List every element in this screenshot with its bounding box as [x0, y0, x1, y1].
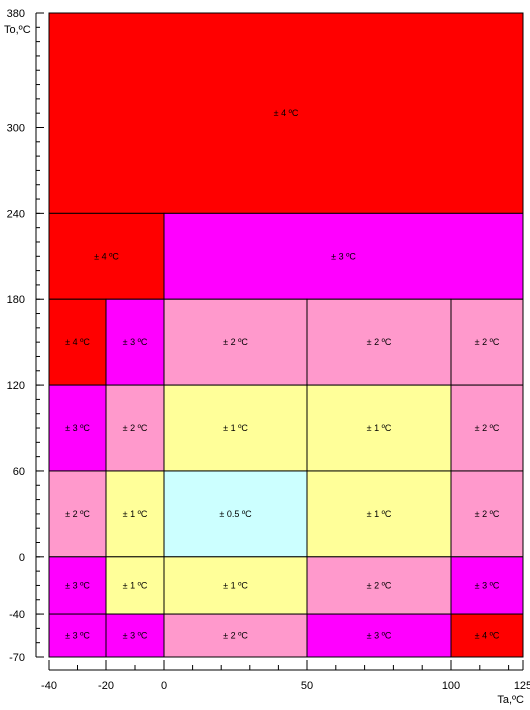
- cell-label: ± 2 ºC: [475, 337, 500, 347]
- cell-label: ± 3 ºC: [65, 631, 90, 641]
- y-tick-label: 0: [19, 552, 25, 564]
- heatmap-cell: [450, 298, 524, 386]
- x-axis-label: Ta,ºC: [497, 694, 524, 706]
- cell-label: ± 2 ºC: [223, 631, 248, 641]
- cell-label: ± 3 ºC: [65, 580, 90, 590]
- heatmap-cell: [163, 556, 308, 615]
- y-tick-label: 60: [13, 466, 25, 478]
- x-tick-label: 50: [301, 680, 313, 692]
- heatmap-cell: [306, 556, 452, 615]
- cell-label: ± 2 ºC: [367, 580, 392, 590]
- heatmap-cell: [48, 212, 165, 300]
- y-tick-label: 120: [7, 380, 25, 392]
- cell-label: ± 2 ºC: [367, 337, 392, 347]
- cell-label: ± 2 ºC: [65, 509, 90, 519]
- cell-label: ± 3 ºC: [65, 423, 90, 433]
- heatmap-cell: [105, 384, 165, 472]
- cells-layer: ± 4 ºC ± 4 ºC ± 3 ºC ± 4 ºC ± 3 ºC ± 2 ºC ± 2 …: [48, 12, 524, 658]
- plot-border: [48, 12, 524, 658]
- x-axis: -40 -20 0 50 100 125: [41, 660, 530, 692]
- cell-label: ± 3 ºC: [123, 337, 148, 347]
- heatmap-cell: [105, 556, 165, 615]
- x-tick-label: -40: [41, 680, 57, 692]
- y-tick-label: 180: [7, 294, 25, 306]
- y-tick-label: -70: [9, 652, 25, 664]
- y-tick-label: -40: [9, 609, 25, 621]
- y-axis: -70 -40 0 60 120 180 240 300 380: [7, 8, 44, 664]
- cell-label: ± 4 ºC: [65, 337, 90, 347]
- cell-label: ± 3 ºC: [331, 251, 356, 261]
- x-tick-label: 0: [161, 680, 167, 692]
- y-tick-label: 300: [7, 122, 25, 134]
- cell-label: ± 3 ºC: [367, 631, 392, 641]
- cell-label: ± 4 ºC: [94, 251, 119, 261]
- cell-label: ± 3 ºC: [475, 580, 500, 590]
- cell-label: ± 1 ºC: [367, 509, 392, 519]
- cell-label: ± 3 ºC: [123, 631, 148, 641]
- heatmap-cell: [450, 384, 524, 472]
- cell-label: ± 1 ºC: [223, 580, 248, 590]
- heatmap-cell: [163, 470, 308, 558]
- cell-label: ± 4 ºC: [475, 631, 500, 641]
- heatmap-cell: [306, 470, 452, 558]
- cell-label: ± 2 ºC: [123, 423, 148, 433]
- heatmap-cell: [163, 298, 308, 386]
- x-tick-label: 125: [514, 680, 530, 692]
- cell-label: ± 1 ºC: [123, 580, 148, 590]
- heatmap-cell: [48, 470, 107, 558]
- heatmap-cell: [450, 613, 524, 658]
- y-axis-label: To,ºC: [4, 24, 31, 36]
- heatmap-cell: [450, 470, 524, 558]
- plot-frame: [48, 12, 524, 658]
- y-tick-label: 240: [7, 208, 25, 220]
- cell-label: ± 2 ºC: [475, 423, 500, 433]
- cell-label: ± 1 ºC: [223, 423, 248, 433]
- cell-label: ± 1 ºC: [123, 509, 148, 519]
- heatmap-cell: [48, 12, 524, 214]
- cell-label: ± 4 ºC: [274, 108, 299, 118]
- heatmap-cell: [450, 556, 524, 615]
- heatmap-cell: [48, 556, 107, 615]
- x-tick-label: 100: [442, 680, 460, 692]
- y-tick-label: 380: [7, 8, 25, 20]
- heatmap-cell: [306, 613, 452, 658]
- cell-label: ± 2 ºC: [223, 337, 248, 347]
- cell-label: ± 1 ºC: [367, 423, 392, 433]
- heatmap-cell: [306, 384, 452, 472]
- cell-label: ± 0.5 ºC: [219, 509, 252, 519]
- cell-label: ± 2 ºC: [475, 509, 500, 519]
- heatmap-cell: [48, 298, 107, 386]
- heatmap-cell: [163, 212, 524, 300]
- x-tick-label: -20: [98, 680, 114, 692]
